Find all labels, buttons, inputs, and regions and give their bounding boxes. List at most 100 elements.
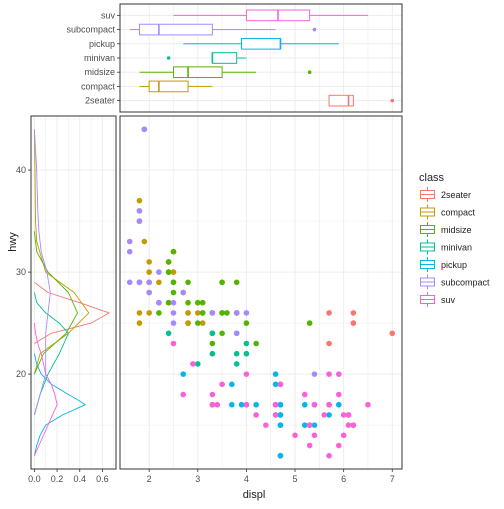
scatter-point-pickup — [277, 401, 284, 408]
scatter-point-compact — [194, 310, 201, 316]
scatter-point-suv — [277, 381, 284, 388]
scatter-point-subcompact — [136, 208, 143, 214]
scatter-point-compact — [146, 310, 152, 316]
scatter-point-pickup — [272, 381, 279, 388]
scatter-point-subcompact — [136, 279, 143, 286]
box-body — [241, 37, 281, 50]
scatter-point-compact — [146, 269, 152, 275]
scatter-point-subcompact — [311, 371, 318, 377]
scatter-point-suv — [243, 371, 250, 377]
scatter-point-suv — [345, 422, 352, 428]
y-axis-tick-label: 40 — [16, 165, 26, 175]
x-axis-label: displ — [243, 489, 266, 501]
scatter-point-compact — [146, 259, 152, 265]
scatter-point-pickup — [277, 412, 284, 418]
density-x-tick-label: 0.4 — [73, 474, 86, 484]
box-outlier — [166, 56, 171, 60]
scatter-point-pickup — [229, 381, 235, 388]
scatter-point-suv — [306, 442, 313, 449]
scatter-point-suv — [311, 401, 318, 408]
scatter-point-pickup — [311, 422, 318, 428]
legend-item-2seater: 2seater — [419, 186, 471, 203]
box-midsize — [139, 66, 312, 79]
boxplot-panel: 2seater compact midsize minivan pickup subcom… — [66, 3, 403, 113]
scatter-point-minivan — [243, 340, 250, 347]
scatter-point-suv — [272, 401, 279, 408]
box-body — [138, 23, 213, 36]
scatter-point-suv — [311, 432, 318, 439]
scatter-point-suv — [190, 361, 196, 367]
scatter-point-subcompact — [180, 289, 187, 296]
category-tick-label: suv — [101, 10, 116, 20]
scatter-point-subcompact — [126, 279, 133, 286]
scatter-point-pickup — [272, 371, 279, 377]
scatter-point-minivan — [243, 350, 250, 357]
scatter-point-pickup — [326, 412, 332, 418]
scatter-point-compact — [185, 320, 191, 326]
scatter-point-pickup — [229, 401, 235, 408]
legend-item-pickup: pickup — [419, 256, 467, 273]
density-x-tick-label: 0.0 — [28, 474, 41, 484]
scatter-point-suv — [326, 401, 332, 408]
scatter-point-midsize — [165, 259, 172, 265]
scatter-point-pickup — [238, 401, 245, 408]
scatter-point-suv — [209, 391, 216, 398]
density-curve-minivan — [33, 292, 69, 416]
scatter-point-subcompact — [156, 299, 162, 306]
density-panel-border — [30, 115, 117, 470]
scatter-point-pickup — [301, 422, 308, 428]
category-tick-label: minivan — [84, 53, 115, 63]
density-curve-pickup — [33, 353, 86, 456]
category-tick-label: subcompact — [66, 25, 115, 35]
scatter-point-midsize — [224, 310, 230, 316]
scatter-point-pickup — [277, 422, 284, 428]
scatter-background — [120, 116, 402, 469]
scatter-point-pickup — [335, 401, 342, 408]
scatter-point-midsize — [253, 340, 259, 347]
scatter-point-2seater — [350, 310, 357, 316]
scatter-point-minivan — [165, 330, 172, 337]
scatter-point-suv — [340, 432, 347, 439]
scatter-point-midsize — [209, 340, 216, 347]
scatter-point-suv — [243, 401, 250, 408]
scatter-point-2seater — [326, 310, 332, 316]
box-outlier — [312, 27, 317, 32]
scatter-point-compact — [141, 238, 148, 245]
legend-label: minivan — [441, 243, 472, 253]
scatter-point-subcompact — [146, 279, 152, 286]
scatter-point-subcompact — [243, 310, 250, 316]
scatter-point-suv — [170, 340, 177, 347]
scatter-point-suv — [335, 371, 342, 377]
scatter-point-subcompact — [126, 248, 133, 255]
density-curve-subcompact — [33, 129, 51, 416]
scatter-point-subcompact — [170, 310, 177, 316]
category-tick-label: 2seater — [85, 96, 115, 106]
x-axis-tick-label: 3 — [195, 474, 200, 484]
scatter-point-subcompact — [136, 218, 143, 224]
scatter-point-minivan — [209, 330, 216, 337]
axis-labels: displ hwy — [7, 232, 265, 501]
box-body — [211, 52, 238, 64]
scatter-point-compact — [185, 310, 191, 316]
scatter-point-compact — [136, 310, 143, 316]
scatter-point-suv — [345, 412, 352, 418]
scatter-point-2seater — [326, 340, 332, 347]
x-axis-tick-label: 5 — [293, 474, 298, 484]
x-axis-tick-label: 4 — [244, 474, 249, 484]
scatter-point-pickup — [180, 371, 187, 377]
scatter-point-midsize — [233, 279, 240, 286]
scatter-point-suv — [321, 412, 328, 418]
scatter-point-suv — [219, 381, 225, 388]
x-axis-tick-label: 6 — [341, 474, 346, 484]
scatter-point-2seater — [389, 330, 396, 337]
scatter-point-2seater — [350, 320, 357, 326]
scatter-point-suv — [292, 432, 298, 439]
box-2seater — [328, 94, 395, 107]
scatter-point-compact — [136, 197, 143, 204]
legend-label: subcompact — [441, 278, 490, 288]
scatter-point-midsize — [219, 279, 225, 286]
scatter-point-midsize — [199, 299, 206, 306]
scatter-panel: 2 3 4 5 6 7 — [119, 115, 403, 484]
